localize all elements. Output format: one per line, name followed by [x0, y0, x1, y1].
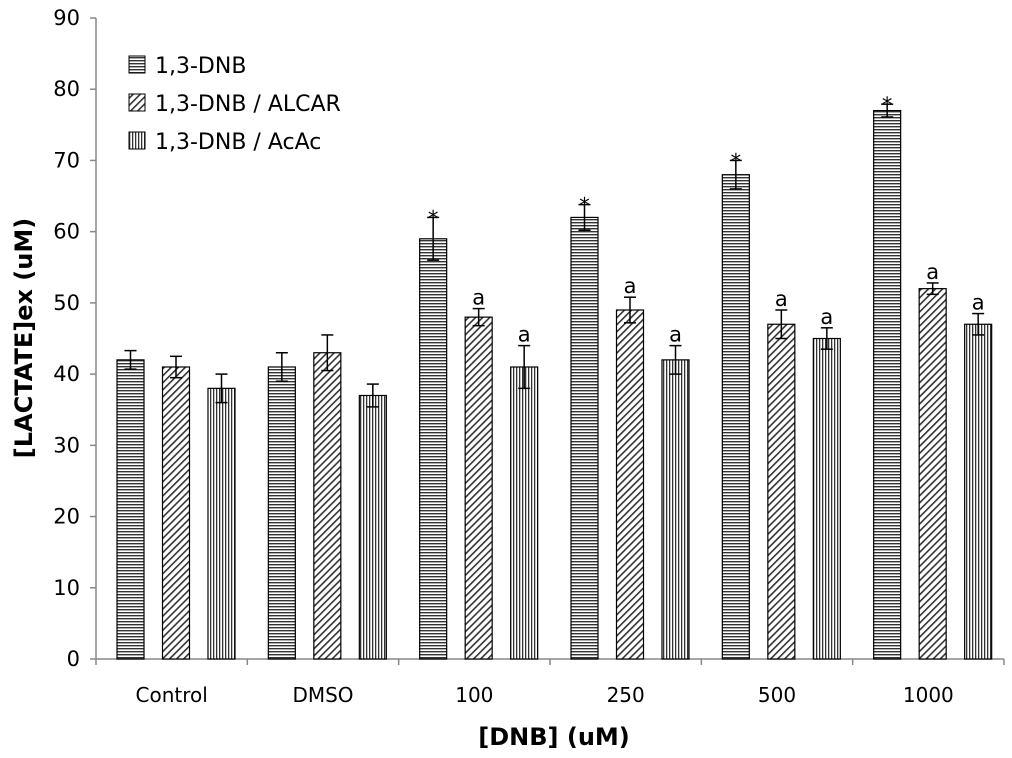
significance-label: a: [926, 260, 939, 284]
bar-3: [964, 323, 993, 660]
bar-3: [207, 387, 236, 660]
significance-label: a: [472, 286, 485, 310]
bar-2: [313, 352, 342, 660]
x-axis-title: [DNB] (uM): [478, 723, 630, 751]
y-tick-label: 80: [53, 77, 80, 101]
x-tick-label: Control: [136, 683, 208, 707]
bar-2: [464, 316, 493, 660]
significance-label: a: [669, 323, 682, 347]
bar-2: [767, 323, 796, 660]
x-tick-label: DMSO: [292, 683, 353, 707]
bar-2: [615, 309, 645, 660]
legend-label-2: 1,3-DNB / ALCAR: [155, 92, 341, 117]
legend-swatch-3: [128, 131, 146, 150]
y-tick-label: 0: [67, 647, 80, 671]
bar-3: [510, 366, 539, 660]
bar-1: [116, 359, 145, 660]
significance-label: a: [972, 291, 985, 315]
y-tick-label: 90: [53, 6, 80, 30]
legend-label-3: 1,3-DNB / AcAc: [155, 130, 321, 155]
significance-label: *: [428, 206, 439, 230]
significance-label: *: [731, 149, 742, 173]
x-tick-label: 500: [758, 683, 796, 707]
significance-label: a: [518, 323, 531, 347]
x-tick-label: 250: [607, 683, 645, 707]
significance-label: a: [820, 305, 833, 329]
x-tick-label: 1000: [903, 683, 954, 707]
labels: 0 10 20 30 40 50 60 70 80 90 Control DMSO 100 250 500 1…: [53, 6, 984, 707]
bar-1: [570, 216, 599, 660]
y-tick-label: 10: [53, 576, 80, 600]
x-tick-label: 100: [455, 683, 493, 707]
significance-label: *: [882, 93, 893, 117]
significance-label: a: [775, 287, 788, 311]
legend-label-1: 1,3-DNB: [155, 54, 246, 79]
legend-box: [120, 44, 402, 158]
bars: [116, 103, 993, 660]
legend: 1,3-DNB 1,3-DNB / ALCAR 1,3-DNB / AcAc: [120, 44, 402, 158]
y-tick-label: 50: [53, 291, 80, 315]
bar-2: [161, 366, 191, 660]
bar-3: [661, 359, 690, 660]
significance-label: a: [624, 274, 637, 298]
bar-1: [419, 238, 448, 660]
legend-swatch-2: [128, 93, 146, 112]
bar-1: [873, 109, 902, 660]
y-tick-label: 60: [53, 220, 80, 244]
y-tick-label: 20: [53, 505, 80, 529]
legend-swatch-1: [128, 55, 146, 74]
y-tick-label: 70: [53, 148, 80, 172]
bar-3: [812, 337, 841, 660]
axes: [90, 17, 1005, 665]
y-axis-title: [LACTATE]ex (uM): [10, 218, 38, 458]
bar-1: [267, 366, 296, 660]
bar-2: [918, 288, 947, 660]
y-tick-label: 40: [53, 362, 80, 386]
bar-1: [721, 174, 750, 660]
significance-label: *: [579, 194, 590, 218]
bar-3: [358, 394, 387, 660]
y-tick-label: 30: [53, 433, 80, 457]
